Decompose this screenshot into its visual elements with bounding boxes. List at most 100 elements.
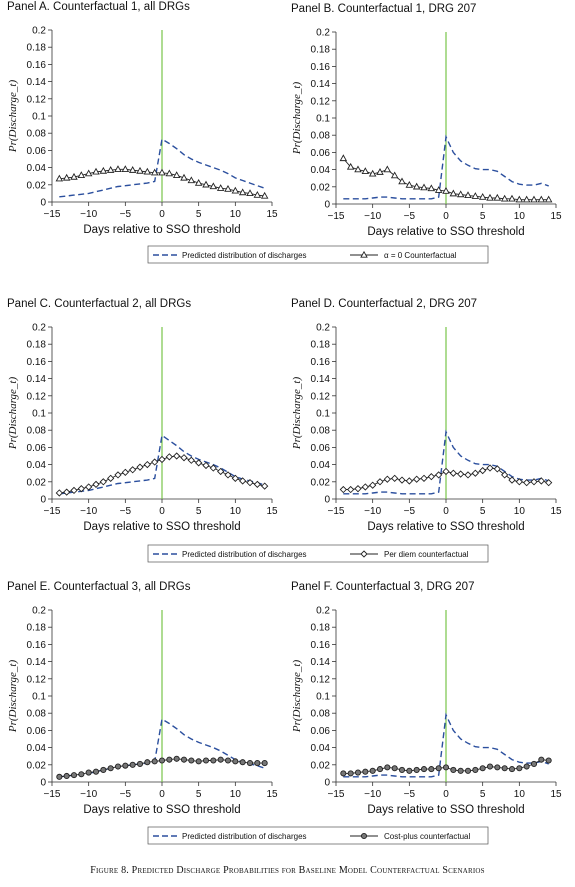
x-tick-label: −5 <box>120 789 132 800</box>
x-tick-label: −5 <box>404 506 416 517</box>
y-tick-label: 0.08 <box>311 426 331 437</box>
y-tick-label: 0.18 <box>311 340 331 351</box>
y-tick-label: 0.1 <box>316 114 330 125</box>
marker-diamond <box>501 471 509 479</box>
marker-diamond <box>376 478 384 486</box>
marker-triangle <box>530 195 538 203</box>
marker-circle <box>340 770 347 777</box>
marker-diamond <box>173 452 181 460</box>
marker-circle <box>180 756 188 763</box>
x-tick-label: 0 <box>159 209 165 220</box>
legend-box <box>147 544 489 563</box>
marker-circle <box>406 767 413 774</box>
y-tick-label: 0.04 <box>27 163 47 174</box>
y-tick-label: 0.02 <box>27 760 47 771</box>
marker-diamond <box>165 453 173 461</box>
marker-diamond <box>85 483 93 491</box>
y-tick-label: 0.14 <box>311 79 331 90</box>
marker-triangle <box>493 193 502 201</box>
marker-diamond <box>209 464 217 472</box>
y-tick-label: 0.12 <box>27 391 47 402</box>
marker-diamond <box>129 466 137 474</box>
marker-diamond <box>239 477 247 485</box>
y-tick-label: 0.04 <box>311 743 331 754</box>
legend-predicted-label: Predicted distribution of discharges <box>182 251 307 260</box>
marker-triangle <box>136 166 144 174</box>
marker-circle <box>195 758 202 765</box>
marker-diamond <box>413 475 421 483</box>
y-tick-label: 0.06 <box>311 726 331 737</box>
x-tick-label: 10 <box>514 211 526 222</box>
marker-diamond <box>70 486 78 495</box>
y-tick-label: 0.1 <box>316 692 330 703</box>
marker-circle <box>114 763 122 770</box>
legend-counterfactual-label: Cost-plus counterfactual <box>384 832 470 841</box>
x-tick-label: 0 <box>159 789 165 800</box>
marker-circle <box>224 757 232 764</box>
marker-circle <box>246 760 254 767</box>
marker-diamond <box>479 466 487 475</box>
marker-diamond <box>99 478 107 486</box>
marker-triangle <box>62 173 71 181</box>
marker-diamond <box>442 467 450 476</box>
marker-circle <box>486 763 494 770</box>
y-axis-label: Pr(Discharge_t) <box>291 660 303 734</box>
y-tick-label: 0.06 <box>311 148 331 159</box>
x-tick-label: −15 <box>328 789 345 800</box>
y-tick-label: 0.08 <box>27 426 47 437</box>
y-tick-label: 0.2 <box>32 323 46 334</box>
x-tick-label: −10 <box>80 209 97 220</box>
y-tick-label: 0 <box>40 778 46 789</box>
legend-predicted-label: Predicted distribution of discharges <box>182 550 307 559</box>
y-tick-label: 0.2 <box>32 606 46 617</box>
marker-circle <box>151 758 158 765</box>
chart-panel-d: Panel D. Counterfactual 2, DRG 207 0 0.02 0… <box>291 298 562 533</box>
marker-triangle <box>339 154 348 162</box>
x-tick-label: −10 <box>80 789 97 800</box>
chart-panel-e: Panel E. Counterfactual 3, all DRGs 0 0.02… <box>7 581 278 816</box>
marker-circle <box>188 757 195 764</box>
marker-circle <box>384 764 391 771</box>
marker-diamond <box>63 488 71 496</box>
marker-circle <box>107 765 114 772</box>
y-tick-label: 0.1 <box>32 692 46 703</box>
marker-triangle <box>84 169 93 177</box>
x-tick-label: 0 <box>159 506 165 517</box>
marker-circle <box>129 761 136 768</box>
marker-circle <box>56 773 63 780</box>
marker-triangle <box>150 168 159 176</box>
marker-diamond <box>471 469 479 477</box>
y-tick-label: 0.18 <box>311 45 331 56</box>
marker-triangle <box>77 171 86 178</box>
marker-diamond <box>77 485 85 493</box>
marker-diamond <box>231 474 239 482</box>
y-tick-label: 0.16 <box>27 640 47 651</box>
marker-circle <box>545 757 552 764</box>
marker-triangle <box>246 189 254 197</box>
x-tick-label: 10 <box>230 209 242 220</box>
x-tick-label: −15 <box>44 209 61 220</box>
marker-diamond <box>195 459 203 467</box>
marker-triangle <box>420 183 428 191</box>
x-tick-label: 5 <box>480 506 486 517</box>
marker-diamond <box>180 454 188 462</box>
x-tick-label: 15 <box>550 789 562 800</box>
marker-diamond <box>369 481 377 489</box>
y-axis-label: Pr(Discharge_t) <box>7 377 19 451</box>
y-tick-label: 0.18 <box>311 623 331 634</box>
marker-diamond <box>398 476 406 484</box>
y-tick-label: 0.12 <box>311 674 331 685</box>
marker-circle <box>85 769 92 776</box>
y-tick-label: 0.06 <box>311 443 331 454</box>
y-tick-label: 0.04 <box>27 743 47 754</box>
marker-diamond <box>136 463 144 471</box>
marker-triangle <box>360 250 368 258</box>
y-axis-label: Pr(Discharge_t) <box>7 80 19 154</box>
marker-circle <box>428 766 435 773</box>
marker-diamond <box>405 477 413 485</box>
y-tick-label: 0.04 <box>311 460 331 471</box>
marker-triangle <box>412 182 421 190</box>
marker-triangle <box>390 171 399 179</box>
marker-triangle <box>442 186 450 194</box>
y-tick-label: 0.08 <box>311 131 331 142</box>
